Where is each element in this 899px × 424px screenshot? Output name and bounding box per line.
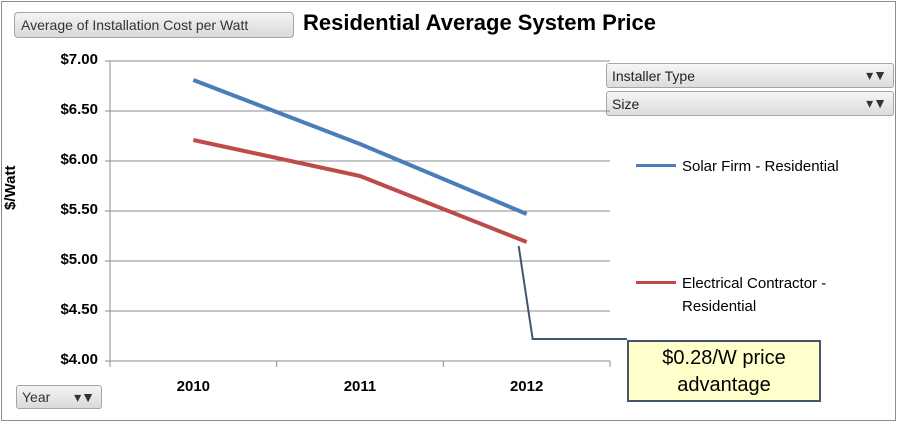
y-tick-label: $6.50	[60, 101, 98, 118]
legend-item-solar-firm: Solar Firm - Residential	[636, 155, 892, 178]
legend-item-electrical-contractor: Electrical Contractor - Residential	[636, 272, 892, 318]
filter-dropdown-icon[interactable]: ▾▼	[866, 95, 887, 111]
legend-swatch	[636, 164, 676, 167]
value-field-label: Average of Installation Cost per Watt	[21, 17, 249, 33]
legend-label: Solar Firm - Residential	[682, 158, 839, 175]
series-line-0	[192, 78, 528, 216]
callout-line-1: $0.28/W price	[662, 347, 786, 369]
installer-type-filter-label: Installer Type	[612, 67, 696, 84]
callout-line-2: advantage	[677, 374, 771, 396]
y-tick-label: $6.00	[60, 151, 98, 168]
legend-label: Electrical Contractor - Residential	[682, 275, 827, 315]
series-lines	[192, 78, 528, 244]
callout-leader-line	[517, 245, 627, 340]
year-field-label: Year	[22, 389, 51, 405]
x-tick-label: 2010	[176, 378, 211, 395]
legend-swatch	[636, 281, 676, 284]
y-tick-label: $5.50	[60, 201, 98, 218]
size-filter[interactable]: Size ▾▼	[606, 91, 894, 116]
x-tick-label: 2011	[343, 378, 377, 395]
price-advantage-callout: $0.28/W price advantage	[627, 340, 821, 402]
y-tick-label: $7.00	[60, 51, 98, 68]
y-tick-label: $5.00	[60, 251, 98, 268]
y-tick-label: $4.50	[60, 301, 98, 318]
filter-dropdown-icon[interactable]: ▾▼	[866, 67, 887, 83]
axes	[105, 60, 611, 367]
y-tick-label: $4.00	[60, 351, 98, 368]
year-axis-field-button[interactable]: Year ▾▼	[16, 385, 102, 409]
size-filter-label: Size	[612, 95, 640, 112]
filter-dropdown-icon[interactable]: ▾▼	[74, 389, 95, 405]
installer-type-filter[interactable]: Installer Type ▾▼	[606, 63, 894, 88]
x-tick-label: 2012	[509, 378, 544, 395]
gridlines	[110, 60, 610, 362]
value-field-button[interactable]: Average of Installation Cost per Watt	[14, 12, 294, 38]
series-line-1	[192, 138, 528, 244]
chart-title: Residential Average System Price	[303, 10, 656, 35]
